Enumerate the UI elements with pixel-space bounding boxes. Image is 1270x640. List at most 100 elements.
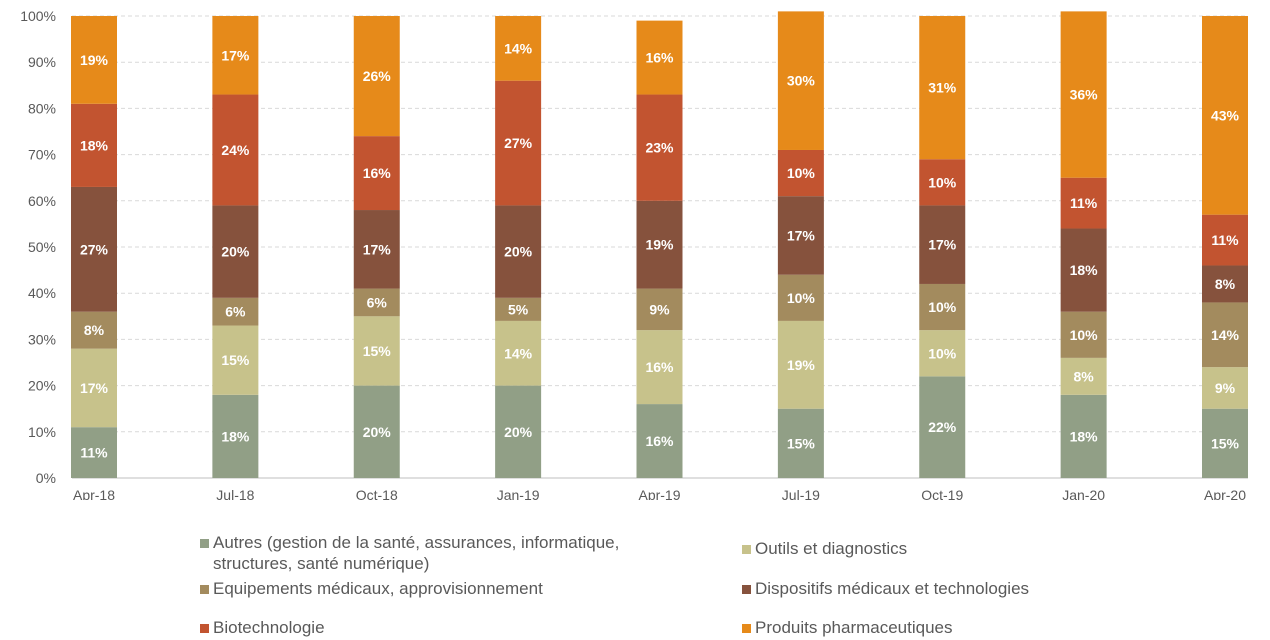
bar-segment — [71, 103, 117, 187]
y-tick-label: 60% — [28, 193, 56, 209]
legend-swatch-pharma — [742, 624, 751, 633]
data-label: 22% — [928, 419, 957, 435]
bar-segment — [777, 408, 824, 478]
legend-swatch-dispositifs — [742, 585, 751, 594]
data-label: 14% — [1211, 327, 1240, 343]
data-label: 6% — [225, 304, 246, 320]
y-tick-label: 40% — [28, 285, 56, 301]
data-label: 10% — [928, 299, 957, 315]
bar-segment — [495, 80, 542, 206]
bar-segment — [1202, 367, 1248, 409]
data-label: 19% — [787, 357, 816, 373]
data-label: 26% — [363, 68, 392, 84]
x-tick-label: Apr-19 — [638, 487, 680, 500]
legend-label-equipements: Equipements médicaux, approvisionnement — [213, 579, 543, 598]
legend-label-biotech: Biotechnologie — [213, 618, 325, 637]
bar-segment — [777, 196, 824, 275]
bar-segment — [71, 186, 117, 312]
data-label: 10% — [1070, 327, 1099, 343]
data-label: 24% — [221, 142, 250, 158]
y-tick-label: 90% — [28, 54, 56, 70]
legend-item-outils: Outils et diagnostics — [742, 538, 907, 559]
bar-segment — [353, 385, 400, 478]
legend-swatch-autres — [200, 539, 209, 548]
data-label: 15% — [1211, 435, 1240, 451]
data-label: 19% — [645, 237, 674, 253]
legend-label-outils: Outils et diagnostics — [755, 539, 908, 558]
bar-segment — [353, 136, 400, 211]
data-label: 16% — [645, 50, 674, 66]
data-label: 27% — [80, 241, 109, 257]
bar-segment — [636, 404, 683, 478]
data-label: 17% — [928, 237, 957, 253]
x-tick-label: Jan-19 — [497, 487, 540, 500]
legend-label-autres-line2: structures, santé numérique) — [213, 554, 430, 573]
stacked-bar-chart: 0% 10% 20% 30% 40% 50% 60% 70% 80% 90% 100% 11% 17% 8… — [20, 8, 1248, 500]
data-label: 31% — [928, 80, 957, 96]
data-label: 20% — [504, 424, 533, 440]
x-tick-label: Jul-18 — [216, 487, 254, 500]
bar-segment — [353, 16, 400, 137]
data-label: 9% — [649, 301, 670, 317]
legend-label-dispositifs: Dispositifs médicaux et technologies — [755, 579, 1030, 598]
legend-item-dispositifs: Dispositifs médicaux et technologies — [742, 578, 1029, 599]
bar-segment — [1060, 311, 1107, 358]
data-label: 18% — [221, 428, 250, 444]
data-label: 18% — [1070, 428, 1099, 444]
data-label: 27% — [504, 135, 533, 151]
data-label: 17% — [80, 380, 109, 396]
bar-segment — [636, 200, 683, 289]
data-label: 15% — [221, 352, 250, 368]
bar-segment — [919, 205, 966, 284]
bar-segment — [919, 330, 966, 377]
data-label: 10% — [928, 174, 957, 190]
bar-segment — [495, 320, 542, 386]
legend-swatch-equipements — [200, 585, 209, 594]
data-label: 18% — [1070, 262, 1099, 278]
bar-segment — [353, 316, 400, 386]
bar-segment — [353, 288, 400, 317]
data-label: 11% — [1211, 232, 1239, 248]
bar-segment — [919, 376, 966, 478]
data-label: 20% — [504, 244, 533, 260]
bar-segment — [212, 325, 259, 395]
data-label: 16% — [645, 433, 674, 449]
data-label: 8% — [1215, 276, 1236, 292]
bar-segment — [1202, 214, 1248, 266]
y-tick-label: 100% — [20, 8, 56, 24]
y-tick-label: 50% — [28, 239, 56, 255]
x-tick-label: Jan-20 — [1062, 487, 1105, 500]
data-label: 17% — [363, 241, 392, 257]
data-label: 20% — [363, 424, 392, 440]
data-label: 19% — [80, 52, 109, 68]
data-label: 11% — [80, 445, 108, 461]
bar-segment — [919, 159, 966, 206]
bar-segment — [495, 205, 542, 298]
data-label: 10% — [787, 290, 816, 306]
data-label: 18% — [80, 137, 109, 153]
data-label: 14% — [504, 345, 533, 361]
data-label: 6% — [367, 294, 388, 310]
data-label: 9% — [1215, 380, 1236, 396]
bar-segment — [636, 330, 683, 405]
bar-segment — [353, 210, 400, 289]
bar-segment — [777, 274, 824, 321]
bar-segment — [919, 283, 966, 331]
data-label: 15% — [363, 343, 392, 359]
legend-swatch-outils — [742, 545, 751, 554]
data-label: 8% — [84, 322, 105, 338]
y-tick-label: 30% — [28, 331, 56, 347]
data-label: 15% — [787, 435, 816, 451]
bar-segment — [495, 385, 542, 478]
data-label: 10% — [928, 345, 957, 361]
bar-segment — [1060, 11, 1107, 178]
x-tick-label: Apr-18 — [73, 487, 115, 500]
bar-segment — [1060, 177, 1107, 229]
data-label: 17% — [787, 227, 816, 243]
bar-segment — [777, 149, 824, 197]
bar-segment — [1060, 394, 1107, 478]
bar-segment — [1202, 265, 1248, 303]
bar-segment — [495, 16, 542, 81]
data-label: 36% — [1070, 87, 1099, 103]
data-label: 16% — [645, 359, 674, 375]
